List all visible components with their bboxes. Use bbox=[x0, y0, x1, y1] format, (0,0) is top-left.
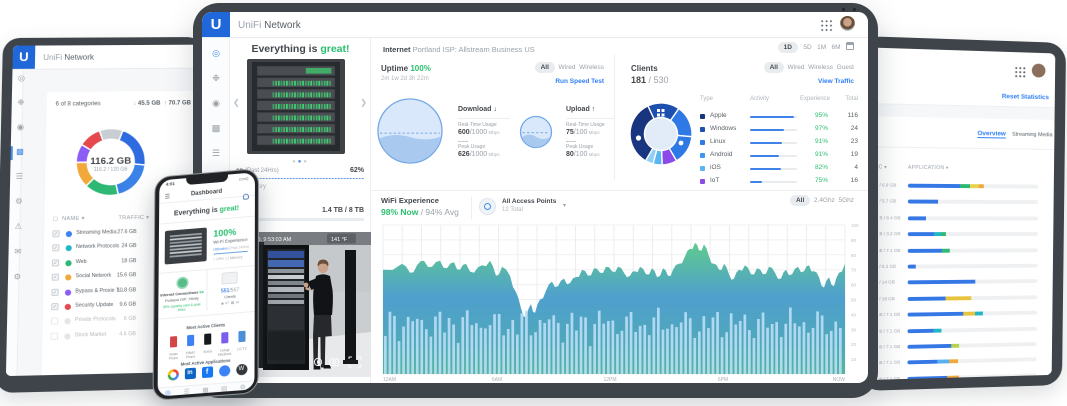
svg-text:70: 70 bbox=[851, 268, 857, 273]
svg-text:60: 60 bbox=[851, 283, 857, 288]
svg-text:12AM: 12AM bbox=[383, 377, 396, 383]
svg-text:40: 40 bbox=[851, 312, 857, 317]
svg-text:141 °F: 141 °F bbox=[331, 237, 348, 243]
svg-text:NOW: NOW bbox=[833, 377, 846, 383]
svg-text:12PM: 12PM bbox=[603, 377, 616, 383]
svg-text:80: 80 bbox=[851, 253, 857, 258]
svg-text:20: 20 bbox=[851, 342, 857, 347]
svg-text:R: 2/25/20, 9:53:03 AM: R: 2/25/20, 9:53:03 AM bbox=[235, 237, 292, 243]
svg-text:100: 100 bbox=[851, 223, 859, 228]
svg-text:90: 90 bbox=[851, 238, 857, 243]
svg-text:6AM: 6AM bbox=[492, 377, 502, 383]
svg-text:30: 30 bbox=[851, 327, 857, 332]
svg-text:10: 10 bbox=[851, 357, 857, 362]
svg-text:50: 50 bbox=[851, 298, 857, 303]
svg-text:6PM: 6PM bbox=[718, 377, 728, 383]
